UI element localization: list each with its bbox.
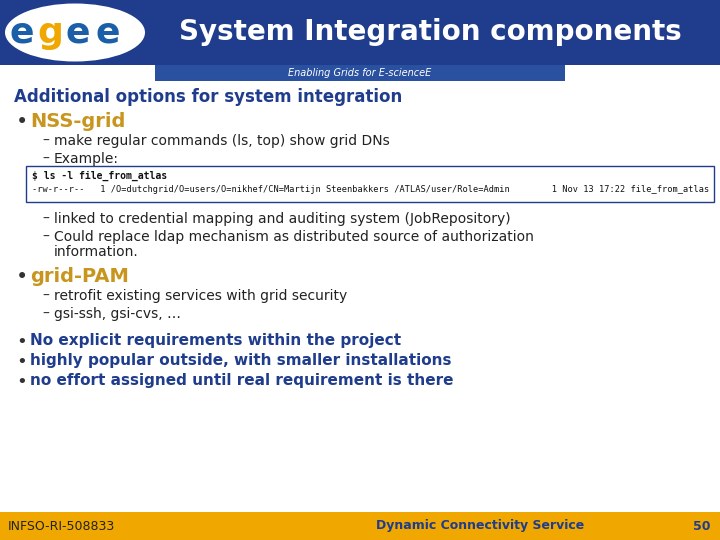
Text: linked to credential mapping and auditing system (JobRepository): linked to credential mapping and auditin… — [54, 212, 510, 226]
Text: Example:: Example: — [54, 152, 119, 166]
Text: –: – — [42, 289, 49, 303]
Ellipse shape — [5, 3, 145, 62]
Text: INFSO-RI-508833: INFSO-RI-508833 — [8, 519, 115, 532]
Text: g: g — [37, 16, 63, 50]
Text: •: • — [16, 373, 27, 391]
Bar — [26, 166, 714, 202]
Text: Dynamic Connectivity Service: Dynamic Connectivity Service — [376, 519, 584, 532]
Text: Additional options for system integration: Additional options for system integratio… — [14, 88, 402, 106]
Bar — [0, 512, 720, 540]
Text: •: • — [16, 267, 28, 287]
Text: e: e — [66, 16, 90, 50]
Text: information.: information. — [54, 245, 139, 259]
Text: System Integration components: System Integration components — [179, 18, 681, 46]
Text: Enabling Grids for E-scienceE: Enabling Grids for E-scienceE — [289, 68, 431, 78]
Text: grid-PAM: grid-PAM — [30, 267, 129, 286]
Text: Could replace ldap mechanism as distributed source of authorization: Could replace ldap mechanism as distribu… — [54, 230, 534, 244]
Text: $ ls -l file_from_atlas: $ ls -l file_from_atlas — [32, 171, 167, 181]
Text: •: • — [16, 112, 28, 132]
Text: make regular commands (ls, top) show grid DNs: make regular commands (ls, top) show gri… — [54, 134, 390, 148]
Text: –: – — [42, 212, 49, 226]
Text: -rw-r--r--   1 /O=dutchgrid/O=users/O=nikhef/CN=Martijn Steenbakkers /ATLAS/user: -rw-r--r-- 1 /O=dutchgrid/O=users/O=nikh… — [32, 185, 709, 194]
Text: •: • — [16, 353, 27, 371]
Text: NSS-grid: NSS-grid — [30, 112, 125, 131]
Bar — [0, 0, 720, 65]
Text: •: • — [16, 333, 27, 351]
Text: highly popular outside, with smaller installations: highly popular outside, with smaller ins… — [30, 353, 451, 368]
Text: e: e — [96, 16, 120, 50]
Text: e: e — [10, 16, 35, 50]
Text: 50: 50 — [693, 519, 710, 532]
Text: no effort assigned until real requirement is there: no effort assigned until real requiremen… — [30, 373, 454, 388]
Text: retrofit existing services with grid security: retrofit existing services with grid sec… — [54, 289, 347, 303]
Text: –: – — [42, 230, 49, 244]
Text: –: – — [42, 134, 49, 148]
Text: –: – — [42, 307, 49, 321]
Bar — [155, 65, 565, 81]
Text: –: – — [42, 152, 49, 166]
Text: No explicit requirements within the project: No explicit requirements within the proj… — [30, 333, 401, 348]
Text: gsi-ssh, gsi-cvs, …: gsi-ssh, gsi-cvs, … — [54, 307, 181, 321]
